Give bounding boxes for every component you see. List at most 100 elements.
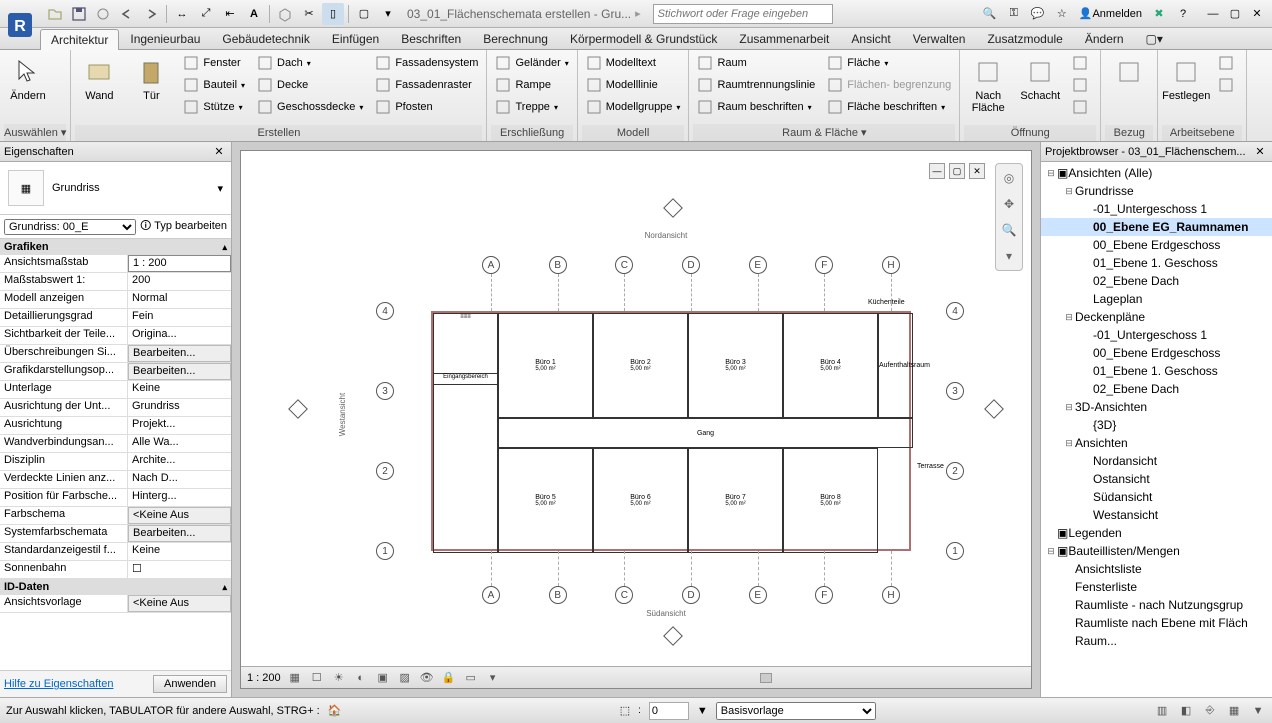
grid-bubble[interactable]: 2 [946,462,964,480]
visual-style-icon[interactable]: ☐ [309,670,325,686]
prop-section-header[interactable]: Grafiken▴ [0,239,231,255]
tree-item[interactable]: Fensterliste [1041,578,1272,596]
tree-item[interactable]: 01_Ebene 1. Geschoss [1041,254,1272,272]
apply-button[interactable]: Anwenden [153,675,227,693]
app-menu-button[interactable]: R [0,0,40,50]
type-dropdown-icon[interactable]: ▾ [217,182,223,195]
nav-more-icon[interactable]: ▾ [999,246,1019,266]
room[interactable]: Büro 25,00 m² [593,313,688,418]
project-browser-close-icon[interactable]: ✕ [1252,145,1268,158]
ribbon-tab-körpermodell & grundstück[interactable]: Körpermodell & Grundstück [559,28,728,49]
redo-icon[interactable] [140,3,162,25]
tree-item[interactable]: Ansichtsliste [1041,560,1272,578]
o3-button[interactable] [1068,96,1096,118]
prop-value[interactable]: Bearbeiten... [128,525,231,542]
room[interactable]: Büro 65,00 m² [593,448,688,553]
lock-icon[interactable]: 🔒 [441,670,457,686]
elevation-marker-icon[interactable] [663,626,683,646]
grid-bubble[interactable]: 3 [946,382,964,400]
prop-value[interactable]: Keine [128,381,231,398]
canvas-viewport[interactable]: — ▢ ✕ ◎ ✥ 🔍 ▾ Nordansicht Südansicht Wes… [232,142,1040,697]
Modellgruppe-button[interactable]: Modellgruppe ▾ [582,96,685,118]
tree-item[interactable]: ⊟Ansichten [1041,434,1272,452]
tree-item[interactable]: Raumliste - nach Nutzungsgrup [1041,596,1272,614]
ribbon-tab-ändern[interactable]: Ändern [1074,28,1135,49]
tree-item[interactable]: 02_Ebene Dach [1041,272,1272,290]
grid-bubble[interactable]: A [482,586,500,604]
wp2-button[interactable] [1214,74,1242,96]
comm-icon[interactable]: 💬 [1027,3,1049,25]
st-icon[interactable]: ▥ [1154,703,1170,719]
room[interactable]: Büro 35,00 m² [688,313,783,418]
prop-value[interactable]: Fein [128,309,231,326]
Geländer-button[interactable]: Geländer ▾ [491,52,572,74]
sun-path-icon[interactable]: ☀ [331,670,347,686]
crop-icon[interactable]: ▣ [375,670,391,686]
st-icon[interactable]: ◧ [1178,703,1194,719]
help-icon[interactable]: ? [1172,3,1194,25]
prop-value[interactable]: Grundriss [128,399,231,416]
zoom-icon[interactable]: 🔍 [999,220,1019,240]
prop-value[interactable]: Alle Wa... [128,435,231,452]
grid-bubble[interactable]: F [815,256,833,274]
prop-value[interactable]: <Keine Aus [128,507,231,524]
selection-count[interactable] [649,702,689,720]
ribbon-tab-einfügen[interactable]: Einfügen [321,28,390,49]
grid-bubble[interactable]: D [682,256,700,274]
vs-more-icon[interactable]: ▾ [485,670,501,686]
prop-value[interactable]: Hinterg... [128,489,231,506]
grid-bubble[interactable]: E [749,256,767,274]
help-search-input[interactable] [653,4,833,24]
prop-value[interactable]: <Keine Aus [128,595,231,612]
tree-item[interactable]: -01_Untergeschoss 1 [1041,200,1272,218]
login-button[interactable]: 👤 Anmelden [1075,3,1146,25]
lounge[interactable]: Aufenthaltsraum [878,313,913,418]
prop-value[interactable]: Projekt... [128,417,231,434]
tree-item[interactable]: ⊟3D-Ansichten [1041,398,1272,416]
3d-icon[interactable] [274,3,296,25]
view-close-icon[interactable]: ✕ [969,163,985,179]
grid-bubble[interactable]: 1 [946,542,964,560]
maximize-icon[interactable]: ▢ [1224,5,1246,23]
st-icon[interactable]: ⎆ [1202,703,1218,719]
Raumtrennungslinie-button[interactable]: Raumtrennungslinie [693,74,819,96]
grid-bubble[interactable]: F [815,586,833,604]
shadows-icon[interactable]: ◐ [353,670,369,686]
grid-bubble[interactable]: 4 [376,302,394,320]
grid-bubble[interactable]: 3 [376,382,394,400]
text-icon[interactable]: A [243,3,265,25]
o1-button[interactable] [1068,52,1096,74]
save-icon[interactable] [68,3,90,25]
prop-value[interactable]: 200 [128,273,231,290]
Fenster-button[interactable]: Fenster [179,52,249,74]
tree-item[interactable]: Raum... [1041,632,1272,650]
ribbon-tab-architektur[interactable]: Architektur [40,29,119,50]
close-hidden-icon[interactable]: ▢ [353,3,375,25]
ribbon-tab-ingenieurbau[interactable]: Ingenieurbau [119,28,211,49]
detail-level-icon[interactable]: ▦ [287,670,303,686]
dimension-icon[interactable]: ⇤ [219,3,241,25]
Decke-button[interactable]: Decke [253,74,367,96]
Modelllinie-button[interactable]: Modelllinie [582,74,685,96]
room[interactable]: Büro 85,00 m² [783,448,878,553]
key-icon[interactable]: ⚿ [1003,3,1025,25]
pan-icon[interactable]: ✥ [999,194,1019,214]
prop-value[interactable]: Nach D... [128,471,231,488]
grid-bubble[interactable]: H [882,256,900,274]
tree-item[interactable]: ⊟Grundrisse [1041,182,1272,200]
undo-icon[interactable] [116,3,138,25]
Fassadenraster-button[interactable]: Fassadenraster [371,74,482,96]
view-minimize-icon[interactable]: — [929,163,945,179]
reveal-icon[interactable]: ▭ [463,670,479,686]
Raum-button[interactable]: Raum [693,52,819,74]
ref-button[interactable] [1105,52,1153,120]
prop-value[interactable]: ☐ [128,561,231,578]
tree-item[interactable]: -01_Untergeschoss 1 [1041,326,1272,344]
search-icon[interactable]: 🔍 [979,3,1001,25]
Bauteil-button[interactable]: Bauteil ▾ [179,74,249,96]
tree-item[interactable]: 01_Ebene 1. Geschoss [1041,362,1272,380]
Schacht-button[interactable]: Schacht [1016,52,1064,120]
prop-value[interactable]: Bearbeiten... [128,363,231,380]
room[interactable]: Büro 45,00 m² [783,313,878,418]
open-icon[interactable] [44,3,66,25]
